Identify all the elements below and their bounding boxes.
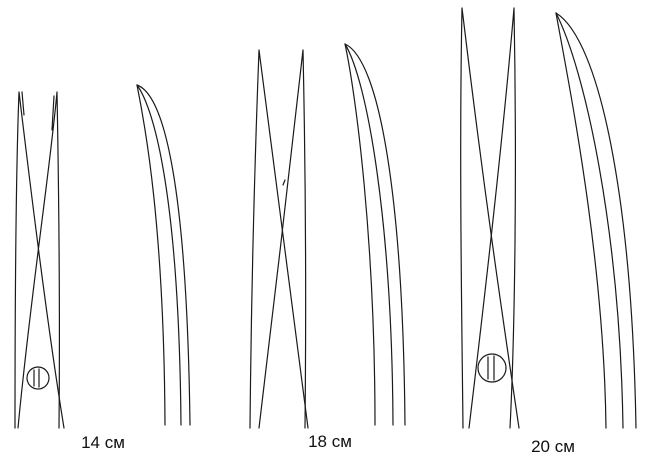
side-middle-20 [555, 12, 624, 429]
scissors-14: 14 см [14, 84, 191, 452]
scissors-20: 20 см [460, 7, 637, 456]
pivot-screw-20 [477, 353, 507, 383]
side-view-14 [136, 84, 191, 426]
side-outer-14 [136, 84, 191, 426]
side-outer-20 [555, 12, 637, 429]
side-middle-18 [344, 43, 394, 426]
pivot-screw-14 [26, 366, 50, 390]
side-view-18 [344, 43, 406, 426]
front-view-18 [249, 49, 309, 429]
side-middle-14 [136, 84, 182, 426]
side-view-20 [555, 12, 637, 429]
blade-right-20 [468, 7, 517, 429]
size-label-14: 14 см [81, 433, 125, 452]
side-inner-20 [555, 12, 607, 429]
side-outer-18 [344, 43, 406, 426]
size-label-20: 20 см [531, 437, 575, 456]
blade-right-14 [17, 91, 60, 429]
blade-crossing-18 [282, 179, 286, 186]
side-inner-18 [344, 43, 376, 426]
scissors-18: 18 см [249, 43, 406, 451]
blade-left-18 [249, 49, 309, 429]
size-label-18: 18 см [308, 432, 352, 451]
front-view-20 [460, 7, 520, 429]
blade-right-18 [258, 49, 307, 429]
blade-left-20 [460, 7, 520, 429]
front-view-14 [14, 91, 65, 429]
side-inner-14 [136, 84, 166, 426]
blade-left-14 [14, 91, 65, 429]
